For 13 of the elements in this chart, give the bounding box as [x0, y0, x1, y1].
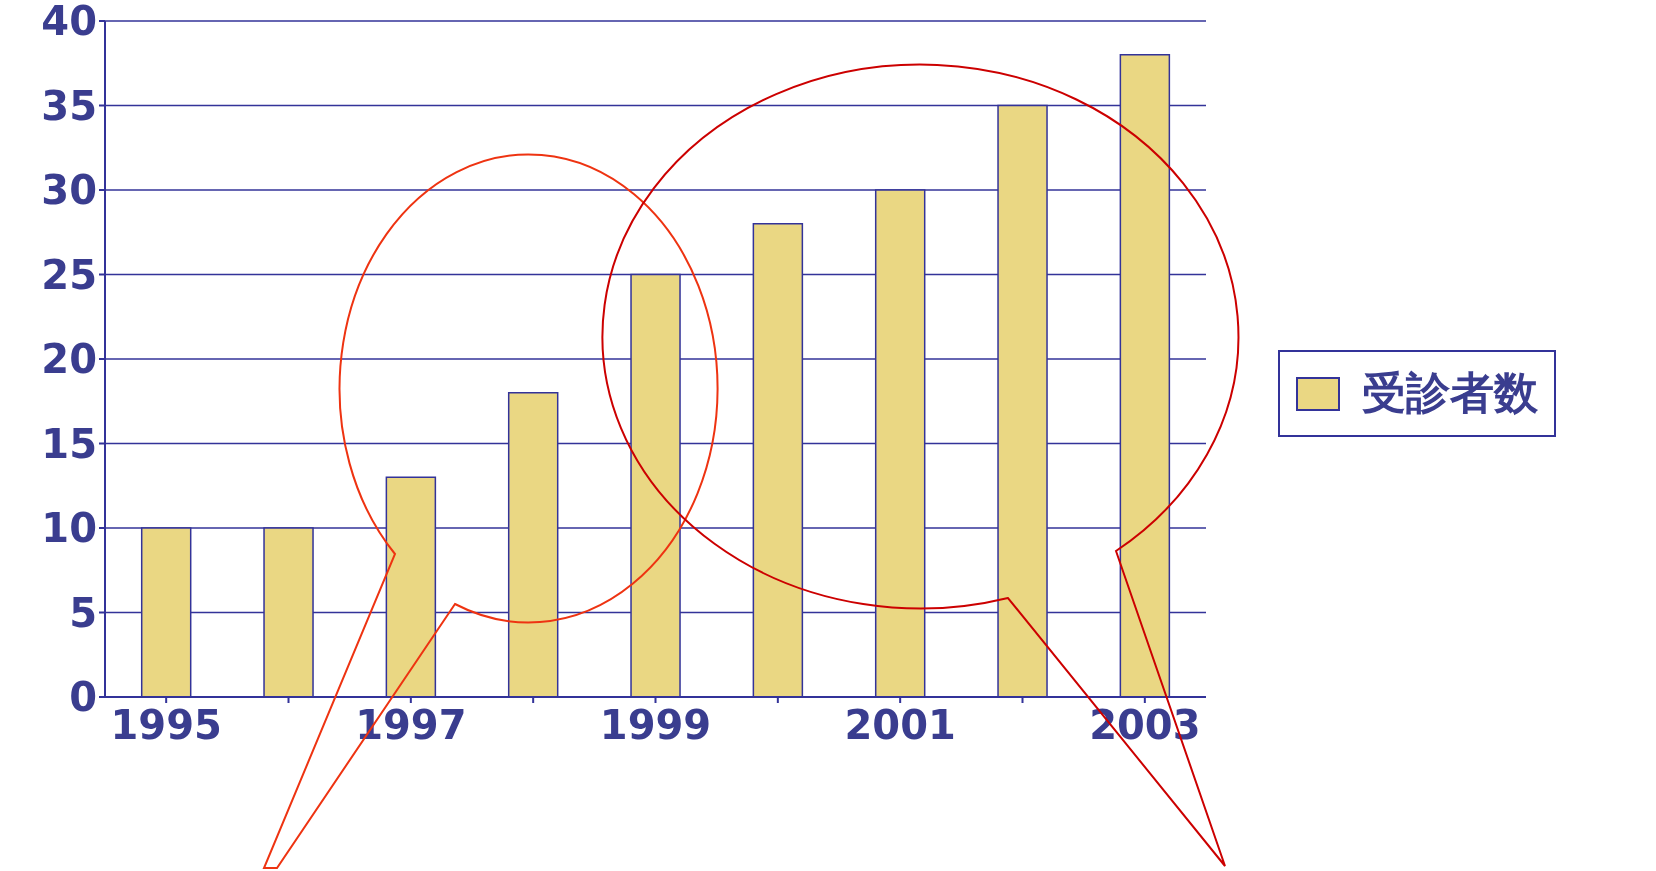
x-tick-label: 1999 — [599, 702, 712, 749]
y-tick-label: 10 — [41, 505, 97, 552]
y-tick-label: 0 — [69, 674, 97, 721]
legend-label: 受診者数 — [1362, 366, 1538, 420]
x-tick-label: 1995 — [110, 702, 222, 749]
y-tick-label: 25 — [41, 251, 97, 298]
y-tick-label: 30 — [41, 167, 97, 214]
y-tick-label: 15 — [41, 420, 97, 467]
y-tick-label: 35 — [41, 82, 97, 129]
y-tick-label: 20 — [41, 336, 97, 383]
y-tick-label: 40 — [41, 0, 97, 45]
x-tick-label: 2001 — [844, 702, 956, 749]
y-tick-label: 5 — [69, 589, 97, 636]
